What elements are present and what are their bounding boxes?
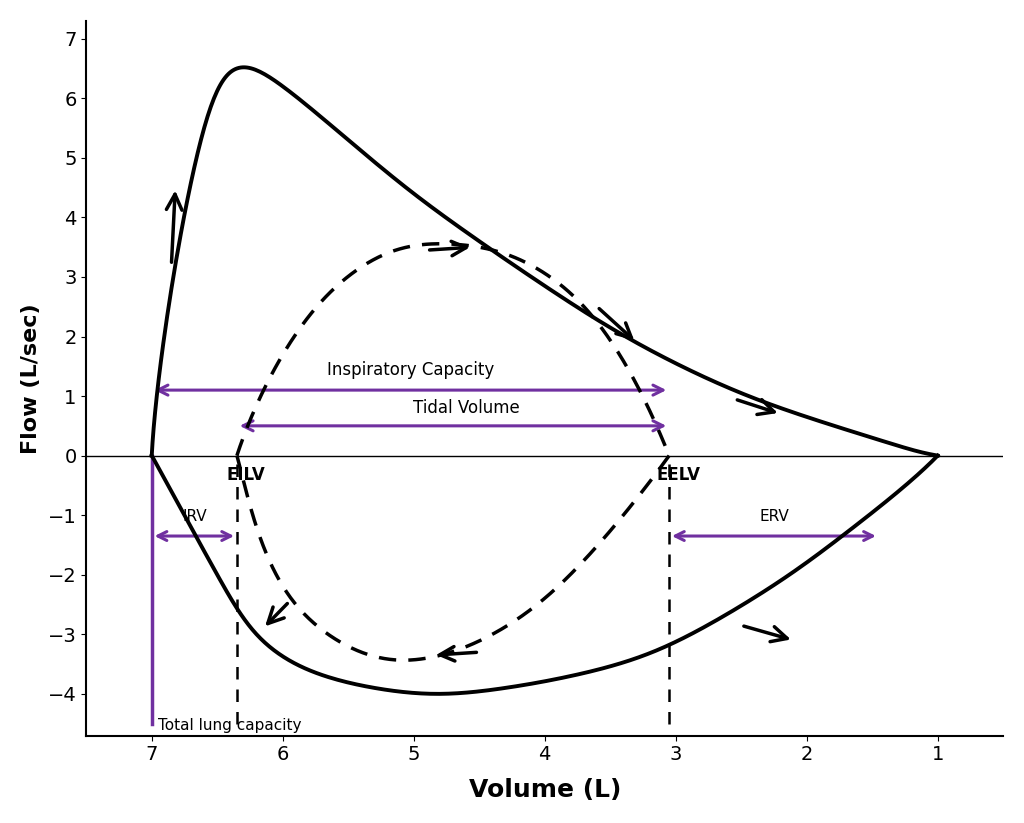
Text: EILV: EILV — [226, 467, 265, 485]
Text: IRV: IRV — [182, 509, 207, 524]
Text: Tidal Volume: Tidal Volume — [413, 399, 519, 417]
Text: EELV: EELV — [656, 467, 700, 485]
X-axis label: Volume (L): Volume (L) — [469, 779, 621, 802]
Text: Total lung capacity: Total lung capacity — [159, 718, 302, 732]
Text: ERV: ERV — [759, 509, 788, 524]
Y-axis label: Flow (L/sec): Flow (L/sec) — [20, 303, 41, 453]
Text: Inspiratory Capacity: Inspiratory Capacity — [327, 361, 494, 379]
